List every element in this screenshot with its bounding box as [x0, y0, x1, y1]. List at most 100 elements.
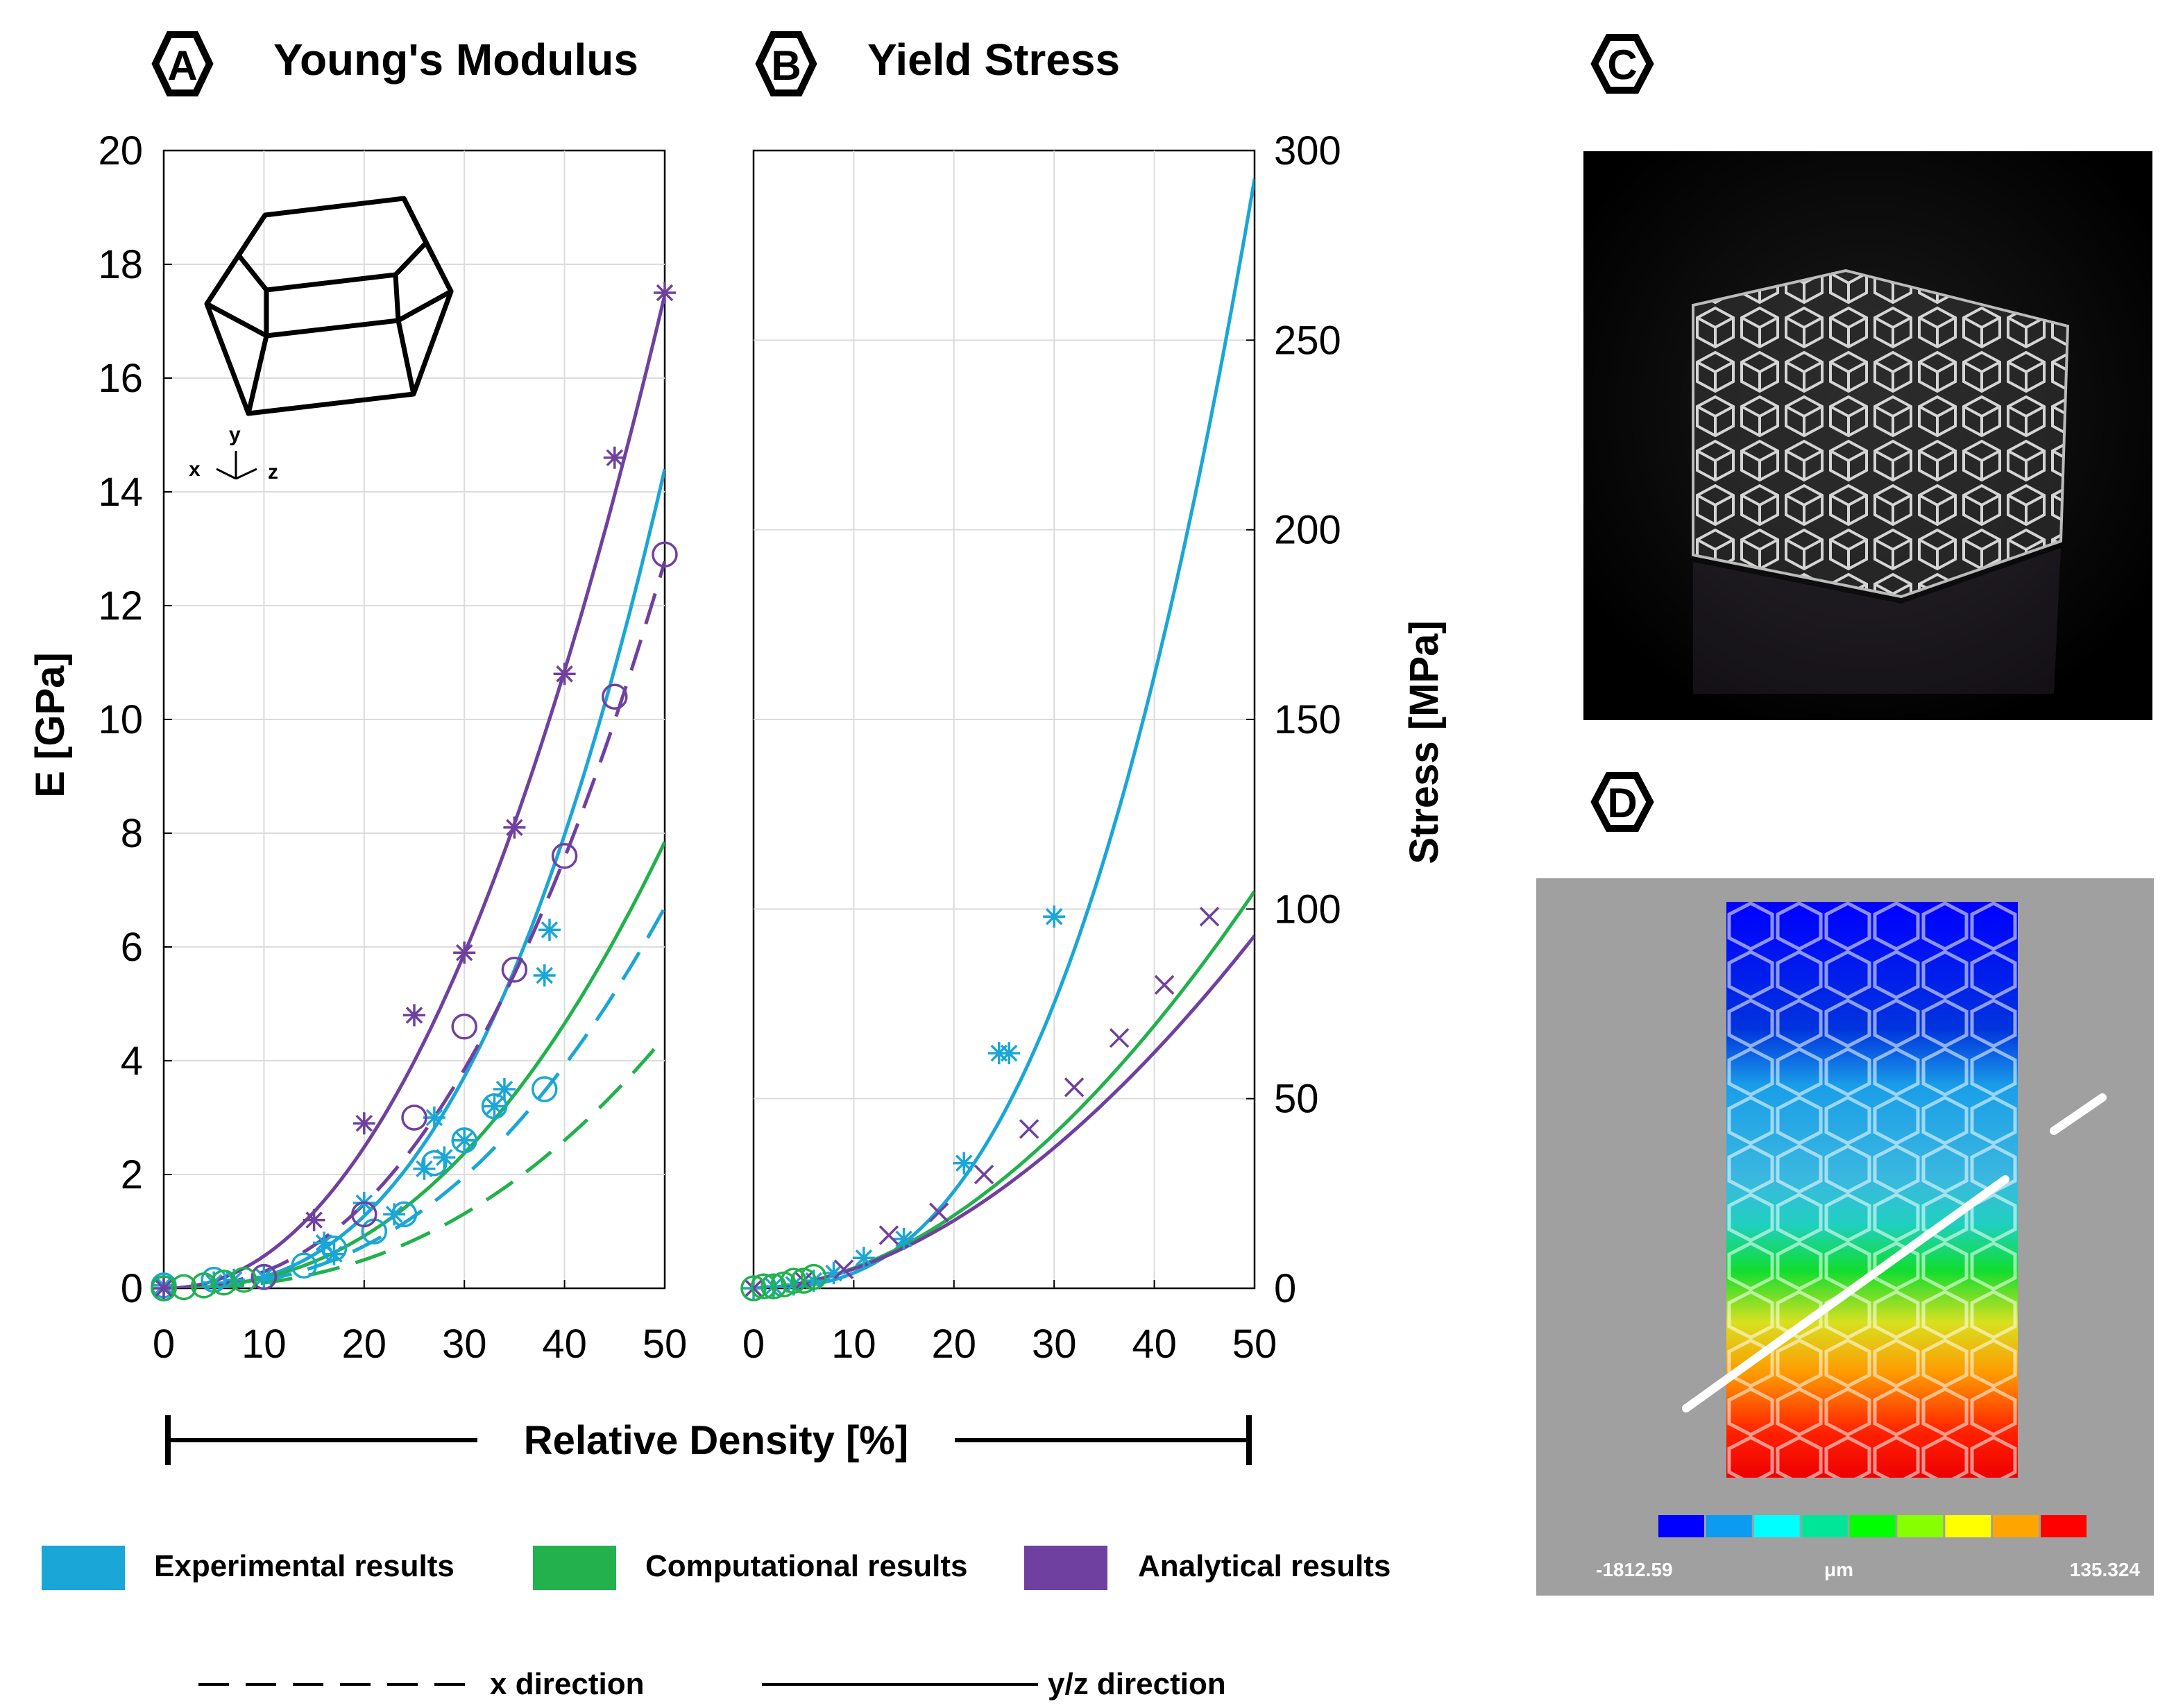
marker-circle — [421, 1150, 448, 1177]
triad-z-label: z — [268, 461, 278, 484]
marker-circle — [750, 1273, 777, 1300]
x-tick-label: 40 — [1132, 1322, 1177, 1367]
marker-cross — [974, 1164, 994, 1185]
marker-circle — [391, 1201, 418, 1228]
marker-asterisk — [953, 1152, 976, 1175]
marker-cross — [878, 1225, 899, 1245]
fit-curve — [164, 841, 665, 1288]
marker-asterisk — [822, 1262, 845, 1285]
marker-circle — [760, 1273, 787, 1300]
marker-circle — [351, 1201, 377, 1228]
relative-density-axis: Relative Density [%] — [165, 1415, 1252, 1465]
y-tick-label: 6 — [121, 925, 143, 970]
marker-circle — [781, 1267, 807, 1294]
marker-asterisk — [533, 964, 556, 987]
marker-circle — [250, 1263, 278, 1290]
panel-a-markers — [151, 282, 678, 1301]
y-tick-label: 0 — [1274, 1266, 1296, 1311]
y-tick-label: 150 — [1274, 697, 1341, 742]
colorbar-cell — [1849, 1515, 1896, 1537]
marker-asterisk — [503, 816, 526, 839]
panel-b-markers — [740, 905, 1220, 1301]
y-tick-label: 300 — [1274, 128, 1341, 173]
y-tick-label: 50 — [1274, 1077, 1319, 1122]
x-tick-label: 30 — [442, 1322, 487, 1367]
colorbar-cell — [1706, 1515, 1752, 1537]
panel-a-curves — [164, 294, 665, 1288]
legend-yz-direction: y/z direction — [762, 1667, 1226, 1701]
panel-a-letter: A — [167, 42, 197, 89]
colorbar-min: -1812.59 — [1596, 1559, 1673, 1580]
x-tick-label: 50 — [1232, 1322, 1277, 1367]
marker-asterisk — [303, 1209, 325, 1231]
marker-circle — [800, 1263, 827, 1290]
fit-curve — [164, 294, 665, 1288]
x-tick-label: 10 — [831, 1322, 876, 1367]
marker-asterisk — [203, 1271, 226, 1294]
marker-circle — [171, 1274, 197, 1301]
colorbar-cell — [1897, 1515, 1944, 1537]
panel-a-title: Young's Modulus — [273, 35, 638, 85]
panel-c-letter: C — [1607, 42, 1637, 88]
panel-b-ylabel: Stress [MPa] — [1402, 620, 1447, 864]
marker-circle — [291, 1252, 317, 1279]
marker-cross — [1064, 1077, 1085, 1098]
marker-asterisk — [1043, 905, 1066, 928]
marker-asterisk — [153, 1277, 175, 1299]
panel-a-ticks: 0 10 20 30 40 50 0 2 4 6 8 10 12 14 16 18 20 — [98, 128, 687, 1367]
legend-swatch-experimental — [42, 1546, 125, 1590]
marker-cross — [1154, 975, 1175, 995]
marker-circle — [151, 1275, 177, 1301]
marker-circle — [401, 1104, 427, 1131]
y-tick-label: 8 — [121, 811, 143, 856]
x-tick-label: 30 — [1032, 1322, 1077, 1367]
legend-x-direction: x direction — [198, 1667, 645, 1701]
y-tick-label: 20 — [98, 128, 143, 173]
panel-d: D -1812.59 μm 135.324 — [1536, 772, 2154, 1596]
panel-a: A Young's Modulus 0 10 20 30 40 50 0 2 4 6 8 10 12 14… — [28, 31, 687, 1367]
panel-a-ylabel: E [GPa] — [28, 652, 73, 798]
y-tick-label: 100 — [1274, 887, 1341, 932]
marker-asterisk — [603, 446, 626, 469]
x-tick-label: 40 — [542, 1322, 587, 1367]
marker-asterisk — [403, 1004, 425, 1027]
marker-asterisk — [323, 1242, 346, 1265]
panel-b-ticks: 0 10 20 30 40 50 0 50 100 150 200 250 300 — [742, 128, 1341, 1367]
marker-asterisk — [553, 663, 576, 685]
relative-density-label: Relative Density [%] — [524, 1418, 908, 1463]
y-tick-label: 0 — [121, 1266, 143, 1311]
y-tick-label: 200 — [1274, 508, 1341, 553]
panel-b-title: Yield Stress — [867, 35, 1120, 85]
x-tick-label: 0 — [153, 1322, 175, 1367]
fit-curve — [164, 561, 665, 1288]
panel-b-letter: B — [771, 42, 801, 89]
fit-curve — [164, 906, 665, 1288]
legend-item-analytical: Analytical results — [1024, 1546, 1391, 1590]
x-tick-label: 20 — [342, 1322, 387, 1367]
marker-asterisk — [423, 1107, 445, 1129]
fit-curve — [164, 1035, 665, 1288]
y-tick-label: 16 — [98, 356, 143, 401]
marker-asterisk — [483, 1095, 506, 1118]
x-tick-label: 10 — [241, 1322, 287, 1367]
legend-label-experimental: Experimental results — [154, 1549, 454, 1583]
triad-y-label: y — [229, 423, 241, 446]
marker-circle — [551, 843, 578, 869]
y-tick-label: 14 — [98, 470, 143, 515]
marker-cross — [1199, 907, 1220, 927]
marker-asterisk — [892, 1227, 915, 1250]
legend: Experimental results Computational resul… — [42, 1546, 1391, 1701]
colorbar-max: 135.324 — [2070, 1559, 2141, 1580]
legend-label-analytical: Analytical results — [1138, 1549, 1391, 1583]
marker-cross — [833, 1259, 854, 1279]
marker-asterisk — [493, 1078, 516, 1100]
marker-asterisk — [762, 1275, 785, 1298]
panel-c: C — [1583, 34, 2152, 720]
marker-asterisk — [802, 1270, 825, 1292]
colorbar-cell — [1753, 1515, 1800, 1537]
legend-yz-direction-label: y/z direction — [1048, 1667, 1226, 1701]
colorbar-cell — [1801, 1515, 1848, 1537]
unit-cell-edges — [205, 197, 454, 414]
marker-asterisk — [253, 1265, 275, 1288]
